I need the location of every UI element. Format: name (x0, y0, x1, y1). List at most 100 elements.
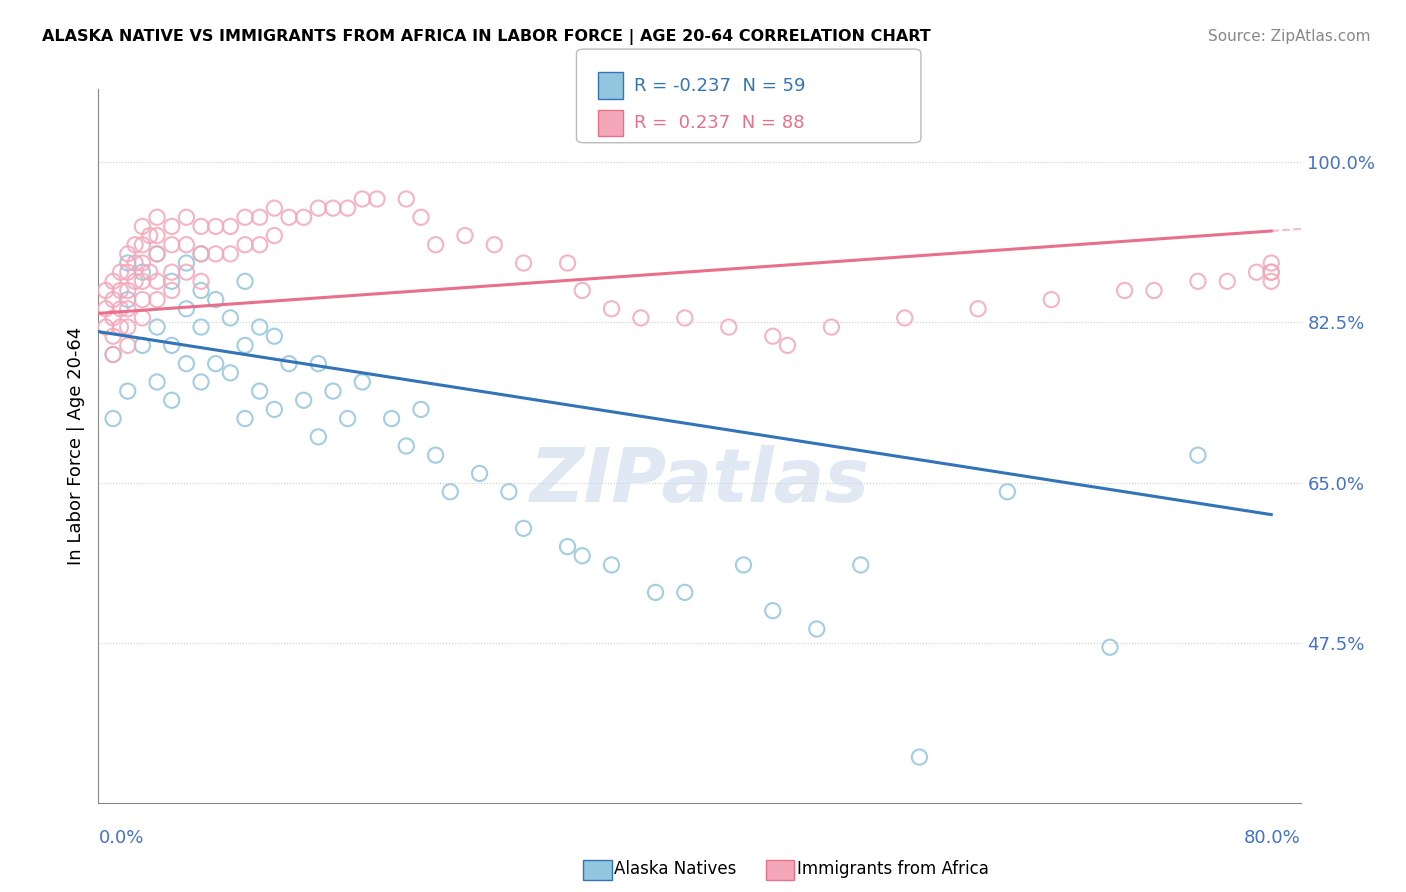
Point (908, 750, 931, 764)
Point (190, 274, 212, 288)
Point (131, 256, 153, 270)
Point (176, 256, 198, 270)
Point (630, 310, 652, 325)
Point (776, 338, 799, 352)
Point (673, 310, 696, 325)
Point (110, 320, 132, 334)
Point (176, 237, 198, 252)
Point (101, 347, 124, 361)
Point (131, 274, 153, 288)
Text: ALASKA NATIVE VS IMMIGRANTS FROM AFRICA IN LABOR FORCE | AGE 20-64 CORRELATION C: ALASKA NATIVE VS IMMIGRANTS FROM AFRICA … (42, 29, 931, 45)
Point (278, 211, 301, 225)
Point (1187, 274, 1209, 288)
Point (395, 439, 418, 453)
Text: Immigrants from Africa: Immigrants from Africa (797, 860, 988, 878)
Point (644, 585, 666, 599)
Point (190, 219, 212, 234)
Text: R = -0.237  N = 59: R = -0.237 N = 59 (634, 77, 806, 95)
Point (117, 256, 139, 270)
Point (381, 411, 404, 425)
Point (336, 411, 359, 425)
Point (219, 247, 242, 261)
Text: Alaska Natives: Alaska Natives (614, 860, 737, 878)
Point (233, 211, 256, 225)
Point (263, 201, 285, 215)
Point (110, 265, 132, 279)
Point (1187, 448, 1209, 462)
Point (117, 284, 139, 298)
Point (94, 301, 117, 316)
Point (600, 301, 623, 316)
Point (425, 448, 447, 462)
Point (249, 237, 271, 252)
Point (124, 256, 146, 270)
Point (322, 201, 344, 215)
Point (110, 301, 132, 316)
Point (512, 521, 534, 535)
Y-axis label: In Labor Force | Age 20-64: In Labor Force | Age 20-64 (66, 326, 84, 566)
Point (484, 237, 506, 252)
Point (204, 357, 226, 371)
Point (1143, 284, 1166, 298)
Point (101, 411, 124, 425)
Point (176, 357, 198, 371)
Point (117, 338, 139, 352)
Point (146, 228, 169, 243)
Point (176, 301, 198, 316)
Point (101, 347, 124, 361)
Point (233, 274, 256, 288)
Point (307, 430, 329, 444)
Point (146, 320, 169, 334)
Text: Source: ZipAtlas.com: Source: ZipAtlas.com (1208, 29, 1371, 44)
Text: ZIPatlas: ZIPatlas (530, 445, 869, 518)
Text: R =  0.237  N = 88: R = 0.237 N = 88 (634, 114, 804, 132)
Point (146, 274, 169, 288)
Point (219, 310, 242, 325)
Point (146, 375, 169, 389)
Point (425, 237, 447, 252)
Point (468, 467, 491, 481)
Point (249, 384, 271, 398)
Point (160, 393, 183, 408)
Point (190, 320, 212, 334)
Point (409, 402, 432, 417)
Text: 80.0%: 80.0% (1244, 829, 1301, 847)
Point (117, 320, 139, 334)
Point (673, 585, 696, 599)
Point (176, 211, 198, 225)
Point (995, 484, 1018, 499)
Point (124, 274, 146, 288)
Point (263, 402, 285, 417)
Point (571, 284, 593, 298)
Point (160, 338, 183, 352)
Point (219, 219, 242, 234)
Point (1040, 293, 1063, 307)
Point (131, 237, 153, 252)
Point (146, 247, 169, 261)
Point (439, 484, 461, 499)
Point (762, 329, 785, 343)
Point (557, 256, 579, 270)
Point (292, 211, 315, 225)
Point (249, 320, 271, 334)
Point (110, 284, 132, 298)
Point (146, 293, 169, 307)
Point (249, 211, 271, 225)
Point (292, 393, 315, 408)
Point (733, 558, 755, 572)
Point (124, 237, 146, 252)
Point (307, 201, 329, 215)
Point (117, 265, 139, 279)
Point (160, 219, 183, 234)
Point (131, 293, 153, 307)
Point (138, 228, 160, 243)
Point (1216, 274, 1239, 288)
Point (117, 293, 139, 307)
Point (131, 338, 153, 352)
Point (131, 219, 153, 234)
Point (131, 310, 153, 325)
Point (307, 357, 329, 371)
Point (762, 604, 785, 618)
Point (557, 540, 579, 554)
Point (146, 211, 169, 225)
